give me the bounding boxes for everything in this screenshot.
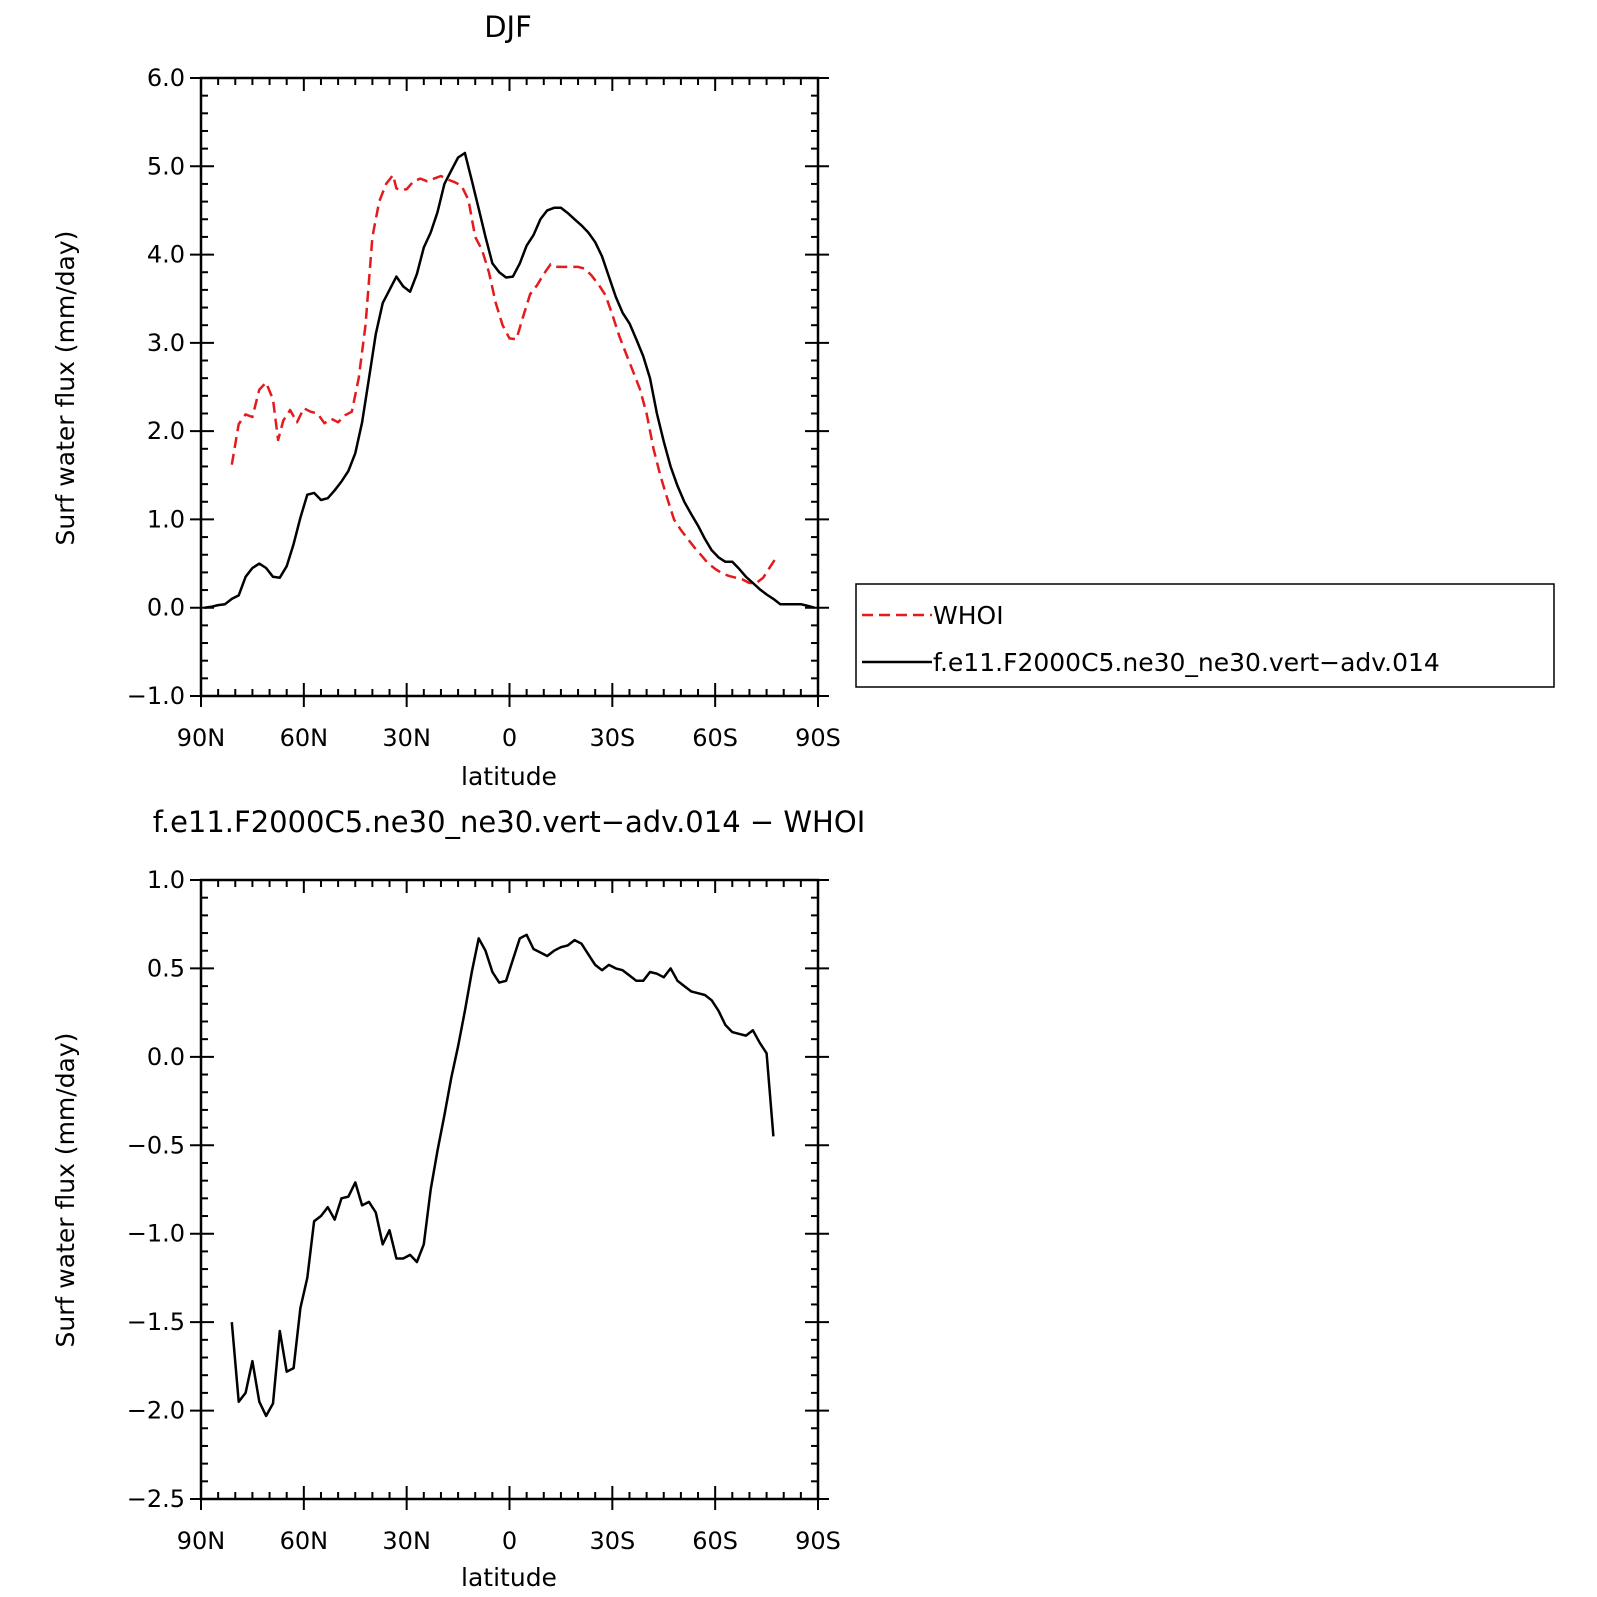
x-tick-label: 90N xyxy=(177,1527,226,1555)
x-tick-label: 60S xyxy=(692,1527,738,1555)
y-tick-label: 1.0 xyxy=(147,866,185,894)
x-tick-label: 60N xyxy=(280,724,329,752)
legend: WHOI f.e11.F2000C5.ne30_ne30.vert−adv.01… xyxy=(855,583,1555,688)
y-tick-label: −1.5 xyxy=(127,1308,185,1336)
y-tick-label: 6.0 xyxy=(147,64,185,92)
y-tick-label: 2.0 xyxy=(147,417,185,445)
y-tick-label: −2.0 xyxy=(127,1397,185,1425)
x-tick-label: 30S xyxy=(589,724,635,752)
x-tick-label: 30N xyxy=(382,1527,431,1555)
top-x-tick-labels: 90N 60N 30N 0 30S 60S 90S xyxy=(177,724,841,752)
x-tick-label: 90S xyxy=(795,1527,841,1555)
x-tick-label: 0 xyxy=(502,1527,517,1555)
x-tick-label: 0 xyxy=(502,724,517,752)
top-y-axis-title: Surf water flux (mm/day) xyxy=(51,231,80,546)
y-tick-label: 0.5 xyxy=(147,954,185,982)
y-tick-label: −1.0 xyxy=(127,682,185,710)
top-x-axis-title: latitude xyxy=(461,762,557,791)
bottom-x-tick-labels: 90N 60N 30N 0 30S 60S 90S xyxy=(177,1527,841,1555)
bottom-panel: f.e11.F2000C5.ne30_ne30.vert−adv.014 − W… xyxy=(51,805,865,1592)
bottom-x-axis-title: latitude xyxy=(461,1563,557,1592)
legend-entry-whoi: WHOI xyxy=(933,601,1004,630)
y-tick-label: 1.0 xyxy=(147,505,185,533)
bottom-panel-title: f.e11.F2000C5.ne30_ne30.vert−adv.014 − W… xyxy=(153,805,866,839)
legend-entry-model: f.e11.F2000C5.ne30_ne30.vert−adv.014 xyxy=(933,648,1440,677)
x-tick-label: 60N xyxy=(280,1527,329,1555)
y-tick-label: 3.0 xyxy=(147,329,185,357)
legend-box xyxy=(855,583,1555,688)
bottom-axis-ticks xyxy=(190,879,829,1510)
bot-series-line-difference xyxy=(230,933,775,1418)
top-panel: DJF 6.0 5.0 4.0 3.0 2.0 1.0 0.0 −1.0 90N 60N 30N 0… xyxy=(51,10,841,791)
top-axis-ticks xyxy=(190,77,829,707)
top-series-line-f xyxy=(204,151,815,609)
y-tick-label: 0.0 xyxy=(147,1043,185,1071)
bottom-y-axis-title: Surf water flux (mm/day) xyxy=(51,1033,80,1348)
top-series-lines xyxy=(204,151,815,609)
x-tick-label: 30S xyxy=(589,1527,635,1555)
bottom-y-tick-labels: 1.0 0.5 0.0 −0.5 −1.0 −1.5 −2.0 −2.5 xyxy=(127,866,185,1513)
y-tick-label: −1.0 xyxy=(127,1220,185,1248)
top-series-line-whoi xyxy=(230,173,778,585)
x-tick-label: 90N xyxy=(177,724,226,752)
y-tick-label: 0.0 xyxy=(147,594,185,622)
x-tick-label: 30N xyxy=(382,724,431,752)
y-tick-label: 4.0 xyxy=(147,241,185,269)
y-tick-label: 5.0 xyxy=(147,152,185,180)
x-tick-label: 60S xyxy=(692,724,738,752)
top-y-tick-labels: 6.0 5.0 4.0 3.0 2.0 1.0 0.0 −1.0 xyxy=(127,64,185,710)
top-plot-frame xyxy=(199,76,820,698)
bottom-series-lines xyxy=(230,933,775,1418)
y-tick-label: −0.5 xyxy=(127,1131,185,1159)
y-tick-label: −2.5 xyxy=(127,1485,185,1513)
x-tick-label: 90S xyxy=(795,724,841,752)
bottom-plot-frame xyxy=(199,878,820,1501)
top-panel-title: DJF xyxy=(484,10,532,44)
